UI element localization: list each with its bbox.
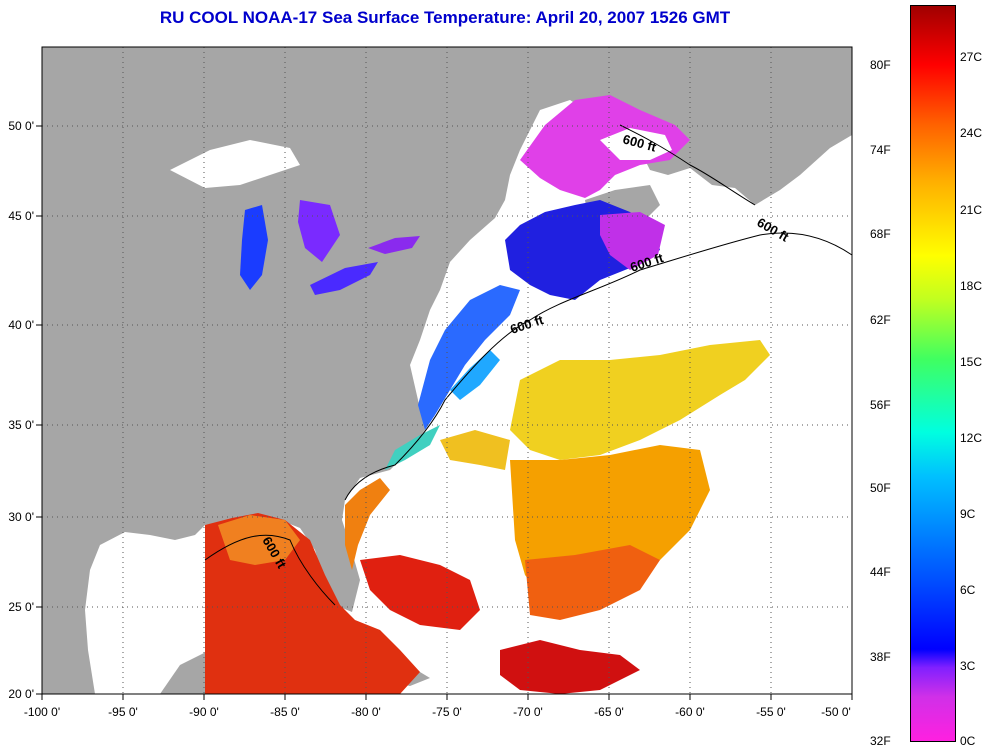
y-tick-label: 40 0' (8, 318, 34, 332)
y-tick-label: 25 0' (8, 600, 34, 614)
colorbar-c-label: 21C (960, 203, 983, 217)
contour-600ft (204, 124, 853, 606)
sst-open-atlantic-south (525, 545, 660, 620)
colorbar-f-label: 56F (870, 398, 891, 412)
sst-sargasso-patch (440, 430, 510, 470)
lake-ontario (368, 236, 420, 254)
sst-gulf-st-lawrence (520, 95, 690, 198)
x-tick-label: -50 0' (821, 705, 851, 719)
colorbar-f-label: 80F (870, 58, 891, 72)
x-tick-label: -60 0' (675, 705, 705, 719)
sst-map: 600 ft 600 ft 600 ft 600 ft 600 ft (8, 46, 853, 719)
colorbar-c-label: 15C (960, 355, 983, 369)
colorbar-f-label: 50F (870, 481, 891, 495)
colorbar: 80F 74F 68F 62F 56F 50F 44F 38F 32F 27C … (870, 0, 984, 754)
colorbar-c-label: 6C (960, 583, 976, 597)
land-newfoundland (690, 95, 815, 180)
tick-marks (36, 125, 853, 700)
lake-michigan (240, 205, 268, 290)
grid-lines (42, 47, 852, 694)
sst-bahamas (360, 555, 480, 630)
sst-open-atlantic-north (510, 340, 770, 460)
x-tick-label: -85 0' (270, 705, 300, 719)
sst-carolina-shelf (385, 425, 440, 470)
x-tick-label: -80 0' (351, 705, 381, 719)
colorbar-c-label: 24C (960, 126, 983, 140)
x-tick-label: -75 0' (432, 705, 462, 719)
sst-mid-atlantic-bight (418, 285, 520, 430)
colorbar-f-label: 74F (870, 143, 891, 157)
colorbar-f-label: 38F (870, 650, 891, 664)
x-tick-label: -55 0' (756, 705, 786, 719)
colorbar-c-label: 9C (960, 507, 976, 521)
colorbar-f-label: 62F (870, 313, 891, 327)
sst-gulf-shelf (218, 515, 300, 565)
x-tick-label: -65 0' (594, 705, 624, 719)
colorbar-gradient (910, 5, 956, 742)
colorbar-c-label: 27C (960, 50, 983, 64)
sst-caribbean (500, 640, 640, 694)
lake-superior (170, 140, 300, 188)
y-tick-label: 35 0' (8, 418, 34, 432)
y-tick-label: 45 0' (8, 209, 34, 223)
x-tick-label: -70 0' (513, 705, 543, 719)
map-title: RU COOL NOAA-17 Sea Surface Temperature:… (159, 8, 731, 27)
lake-huron (298, 200, 340, 262)
x-tick-label: -95 0' (108, 705, 138, 719)
x-tick-label: -100 0' (24, 705, 60, 719)
lake-erie (310, 262, 378, 295)
sst-florida-coast (345, 478, 390, 570)
land-north-america (42, 47, 852, 694)
colorbar-c-label: 18C (960, 279, 983, 293)
x-tick-label: -90 0' (189, 705, 219, 719)
y-tick-label: 30 0' (8, 510, 34, 524)
colorbar-c-label: 3C (960, 659, 976, 673)
colorbar-f-label: 68F (870, 227, 891, 241)
y-tick-label: 20 0' (8, 687, 34, 701)
colorbar-f-label: 32F (870, 734, 891, 748)
sst-shelf-break (450, 350, 500, 400)
colorbar-f-label: 44F (870, 565, 891, 579)
y-tick-label: 50 0' (8, 119, 34, 133)
sst-gulf-st-lawrence-cloud (600, 128, 672, 160)
sst-scotian-shelf (600, 212, 665, 270)
colorbar-c-label: 12C (960, 431, 983, 445)
colorbar-c-label: 0C (960, 734, 976, 748)
